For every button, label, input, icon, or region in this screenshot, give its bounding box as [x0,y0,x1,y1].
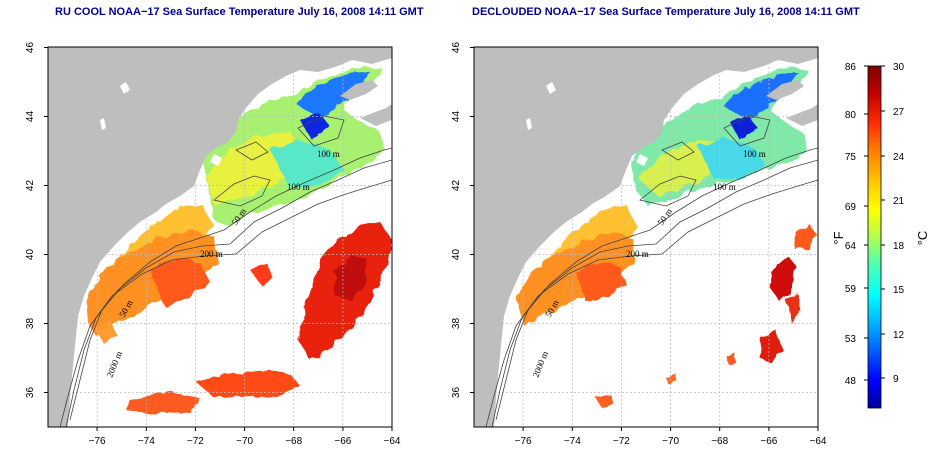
right-lat-tick-labels: 36 38 40 42 44 46 [451,42,462,399]
left-sst-field [86,66,392,414]
left-map-title: RU COOL NOAA−17 Sea Surface Temperature … [55,6,424,18]
lat-tick-label: 38 [25,318,36,330]
lat-tick-label: 44 [451,111,462,123]
lat-tick-label: 38 [451,318,462,330]
lon-tick-label: −72 [187,436,204,447]
celsius-label: 21 [893,196,905,207]
left-bathymetry-contours [59,115,392,427]
colorbar-fahrenheit-unit: °F [831,231,846,244]
lat-tick-label: 36 [25,387,36,399]
contour-label: 200 m [200,249,223,259]
fahrenheit-label: 75 [845,152,857,163]
lon-tick-label: −64 [384,436,401,447]
lat-tick-label: 46 [25,42,36,54]
lat-tick-label: 42 [25,180,36,192]
right-lon-tick-labels: −76 −74 −72 −70 −68 −66 −64 [515,436,827,447]
celsius-label: 12 [893,330,905,341]
lat-tick-label: 40 [451,249,462,261]
lon-tick-label: −72 [613,436,630,447]
lon-tick-label: −70 [662,436,679,447]
celsius-label: 24 [893,152,905,163]
lon-tick-label: −66 [760,436,777,447]
lat-tick-label: 44 [25,111,36,123]
right-map-title: DECLOUDED NOAA−17 Sea Surface Temperatur… [472,6,860,18]
left-lat-tick-labels: 36 38 40 42 44 46 [25,42,36,399]
contour-label: 100 m [713,182,736,192]
fahrenheit-label: 59 [845,284,857,295]
fahrenheit-label: 69 [845,202,857,213]
colorbar-gradient [867,65,882,409]
colorbar-celsius-unit: °C [915,231,930,246]
contour-label: 100 m [743,149,766,159]
lon-tick-label: −70 [236,436,253,447]
lon-tick-label: −74 [138,436,155,447]
colorbar-celsius-labels: 30 27 24 21 18 15 12 9 [893,62,905,385]
celsius-label: 18 [893,241,905,252]
fahrenheit-label: 86 [845,62,857,73]
lat-tick-label: 40 [25,249,36,261]
right-map-panel: 100 m 100 m 50 m 200 m 50 m 2000 m −76 −… [451,42,827,447]
lon-tick-label: −68 [285,436,302,447]
contour-label: 200 m [626,249,649,259]
temperature-colorbar: 86 80 75 69 64 59 53 48 30 27 24 21 18 1… [831,62,930,409]
celsius-label: 27 [893,107,905,118]
lat-tick-label: 36 [451,387,462,399]
left-lon-tick-labels: −76 −74 −72 −70 −68 −66 −64 [89,436,401,447]
celsius-label: 15 [893,285,905,296]
lon-tick-label: −76 [515,436,532,447]
fahrenheit-label: 48 [845,376,857,387]
contour-label: 100 m [287,182,310,192]
right-bathymetry-contours [485,115,818,427]
celsius-label: 9 [893,374,899,385]
left-grid [48,47,392,427]
lon-tick-label: −66 [334,436,351,447]
lat-tick-label: 42 [451,180,462,192]
lon-tick-label: −76 [89,436,106,447]
lon-tick-label: −74 [564,436,581,447]
lon-tick-label: −64 [810,436,827,447]
left-map-panel: 100 m 100 m 50 m 200 m 50 m 2000 m −76 −… [25,42,401,447]
fahrenheit-label: 80 [845,110,857,121]
contour-label: 100 m [317,149,340,159]
fahrenheit-label: 64 [845,241,857,252]
lon-tick-label: −68 [711,436,728,447]
celsius-label: 30 [893,62,905,73]
colorbar-fahrenheit-labels: 86 80 75 69 64 59 53 48 [845,62,857,387]
fahrenheit-label: 53 [845,334,857,345]
right-grid [474,47,818,427]
lat-tick-label: 46 [451,42,462,54]
